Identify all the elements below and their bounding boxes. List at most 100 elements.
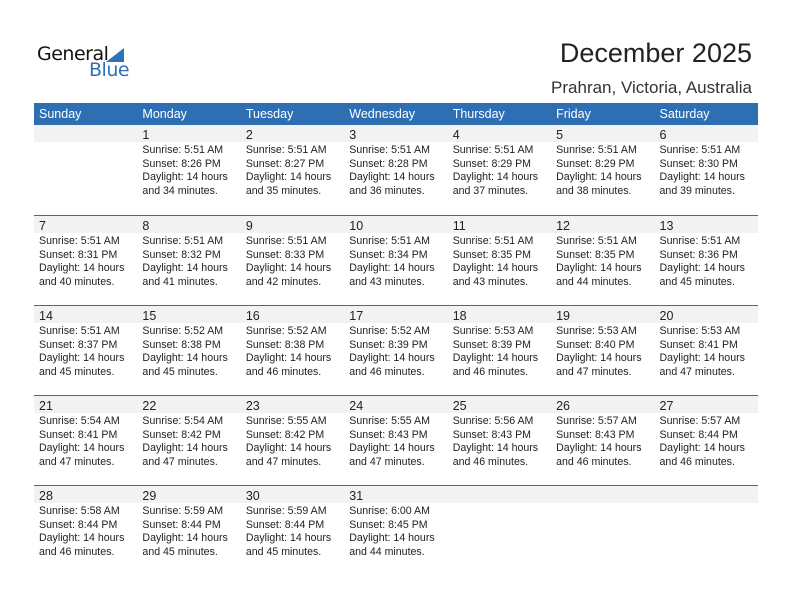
day-cell: 27 Sunrise: 5:57 AM Sunset: 8:44 PM Dayl…	[655, 396, 758, 469]
daylight-minutes-text: and 34 minutes.	[142, 184, 218, 197]
sunrise-text: Sunrise: 5:54 AM	[142, 415, 224, 427]
generalblue-logo: General Blue	[37, 43, 137, 83]
daylight-text: Daylight: 14 hours	[452, 171, 539, 183]
day-number: 1	[142, 128, 150, 142]
daylight-text: Daylight: 14 hours	[39, 442, 125, 454]
daylight-text: Daylight: 14 hours	[142, 171, 228, 183]
day-number: 25	[452, 399, 467, 413]
sunrise-text: Sunrise: 5:51 AM	[245, 144, 327, 156]
sunset-text: Sunset: 8:38 PM	[142, 338, 221, 351]
logo-triangle-icon	[106, 48, 124, 62]
day-cell: 21 Sunrise: 5:54 AM Sunset: 8:41 PM Dayl…	[34, 396, 137, 469]
weekday-wednesday: Wednesday	[349, 107, 416, 121]
day-number: 5	[556, 128, 564, 142]
daylight-minutes-text: and 45 minutes.	[245, 545, 322, 558]
daylight-minutes-text: and 47 minutes.	[659, 365, 735, 378]
daylight-minutes-text: and 47 minutes.	[142, 455, 218, 468]
sunset-text: Sunset: 8:30 PM	[659, 157, 738, 170]
sunset-text: Sunset: 8:38 PM	[245, 338, 325, 351]
sunrise-text: Sunrise: 5:51 AM	[452, 235, 534, 247]
daylight-text: Daylight: 14 hours	[39, 352, 125, 364]
day-number: 9	[245, 219, 253, 233]
day-cell: 22 Sunrise: 5:54 AM Sunset: 8:42 PM Dayl…	[137, 396, 240, 469]
sunrise-text: Sunrise: 5:51 AM	[452, 144, 534, 156]
daylight-text: Daylight: 14 hours	[659, 262, 745, 274]
weekday-header: Sunday Monday Tuesday Wednesday Thursday Frid…	[34, 103, 758, 125]
sunrise-text: Sunrise: 5:51 AM	[556, 235, 637, 247]
day-number: 22	[142, 399, 157, 413]
sunset-text: Sunset: 8:28 PM	[349, 157, 428, 170]
day-cell: 10 Sunrise: 5:51 AM Sunset: 8:34 PM Dayl…	[344, 216, 447, 289]
daylight-text: Daylight: 14 hours	[556, 352, 642, 364]
date-band	[34, 396, 758, 413]
day-number: 17	[349, 309, 364, 323]
daylight-minutes-text: and 42 minutes.	[245, 275, 322, 288]
daylight-minutes-text: and 40 minutes.	[39, 275, 115, 288]
daylight-minutes-text: and 46 minutes.	[245, 365, 322, 378]
week-row: 1 Sunrise: 5:51 AM Sunset: 8:26 PM Dayli…	[34, 125, 758, 215]
sunset-text: Sunset: 8:29 PM	[556, 157, 635, 170]
daylight-minutes-text: and 43 minutes.	[349, 275, 425, 288]
daylight-minutes-text: and 44 minutes.	[349, 545, 425, 558]
sunset-text: Sunset: 8:43 PM	[349, 428, 428, 441]
sunrise-text: Sunrise: 5:51 AM	[142, 144, 224, 156]
day-cell: 12 Sunrise: 5:51 AM Sunset: 8:35 PM Dayl…	[551, 216, 654, 289]
day-number: 30	[245, 489, 260, 503]
day-cell: 8 Sunrise: 5:51 AM Sunset: 8:32 PM Dayli…	[137, 216, 240, 289]
daylight-minutes-text: and 47 minutes.	[556, 365, 632, 378]
location-subtitle: Prahran, Victoria, Australia	[551, 78, 752, 97]
weekday-sunday: Sunday	[39, 107, 82, 121]
sunset-text: Sunset: 8:31 PM	[39, 248, 118, 261]
sunrise-text: Sunrise: 5:56 AM	[452, 415, 534, 427]
day-number: 13	[659, 219, 674, 233]
sunset-text: Sunset: 8:35 PM	[556, 248, 635, 261]
sunrise-text: Sunrise: 5:52 AM	[142, 325, 224, 337]
sunset-text: Sunset: 8:39 PM	[349, 338, 428, 351]
daylight-text: Daylight: 14 hours	[39, 532, 125, 544]
sunrise-text: Sunrise: 5:51 AM	[659, 235, 741, 247]
daylight-text: Daylight: 14 hours	[245, 442, 332, 454]
logo-blue-text: Blue	[89, 59, 130, 81]
sunrise-text: Sunrise: 5:54 AM	[39, 415, 120, 427]
date-band	[34, 125, 758, 142]
sunset-text: Sunset: 8:41 PM	[659, 338, 738, 351]
week-row: 14 Sunrise: 5:51 AM Sunset: 8:37 PM Dayl…	[34, 305, 758, 395]
sunrise-text: Sunrise: 5:51 AM	[39, 235, 120, 247]
weekday-monday: Monday	[142, 107, 187, 121]
date-band	[34, 486, 758, 503]
sunrise-text: Sunrise: 5:59 AM	[245, 505, 327, 517]
day-number: 18	[452, 309, 467, 323]
daylight-text: Daylight: 14 hours	[142, 442, 228, 454]
sunrise-text: Sunrise: 5:51 AM	[142, 235, 224, 247]
day-cell: 19 Sunrise: 5:53 AM Sunset: 8:40 PM Dayl…	[551, 306, 654, 379]
weekday-tuesday: Tuesday	[245, 107, 294, 121]
daylight-text: Daylight: 14 hours	[349, 262, 435, 274]
day-cell: 31 Sunrise: 6:00 AM Sunset: 8:45 PM Dayl…	[344, 486, 447, 559]
sunrise-text: Sunrise: 5:55 AM	[349, 415, 430, 427]
daylight-minutes-text: and 45 minutes.	[142, 365, 218, 378]
daylight-minutes-text: and 44 minutes.	[556, 275, 632, 288]
sunrise-text: Sunrise: 5:51 AM	[556, 144, 637, 156]
weekday-thursday: Thursday	[452, 107, 505, 121]
day-cell: 5 Sunrise: 5:51 AM Sunset: 8:29 PM Dayli…	[551, 125, 654, 198]
sunrise-text: Sunrise: 6:00 AM	[349, 505, 430, 517]
daylight-text: Daylight: 14 hours	[349, 442, 435, 454]
daylight-minutes-text: and 45 minutes.	[659, 275, 735, 288]
sunset-text: Sunset: 8:35 PM	[452, 248, 532, 261]
day-cell: 6 Sunrise: 5:51 AM Sunset: 8:30 PM Dayli…	[655, 125, 758, 198]
sunrise-text: Sunrise: 5:53 AM	[452, 325, 534, 337]
day-cell: 3 Sunrise: 5:51 AM Sunset: 8:28 PM Dayli…	[344, 125, 447, 198]
daylight-text: Daylight: 14 hours	[452, 262, 539, 274]
day-number: 16	[245, 309, 260, 323]
date-band	[34, 306, 758, 323]
sunset-text: Sunset: 8:44 PM	[142, 518, 221, 531]
sunset-text: Sunset: 8:39 PM	[452, 338, 532, 351]
sunset-text: Sunset: 8:45 PM	[349, 518, 428, 531]
sunset-text: Sunset: 8:37 PM	[39, 338, 118, 351]
daylight-text: Daylight: 14 hours	[349, 532, 435, 544]
sunrise-text: Sunrise: 5:52 AM	[245, 325, 327, 337]
daylight-text: Daylight: 14 hours	[142, 352, 228, 364]
day-number: 14	[39, 309, 53, 323]
day-cell: 25 Sunrise: 5:56 AM Sunset: 8:43 PM Dayl…	[448, 396, 551, 469]
day-cell: 9 Sunrise: 5:51 AM Sunset: 8:33 PM Dayli…	[241, 216, 344, 289]
